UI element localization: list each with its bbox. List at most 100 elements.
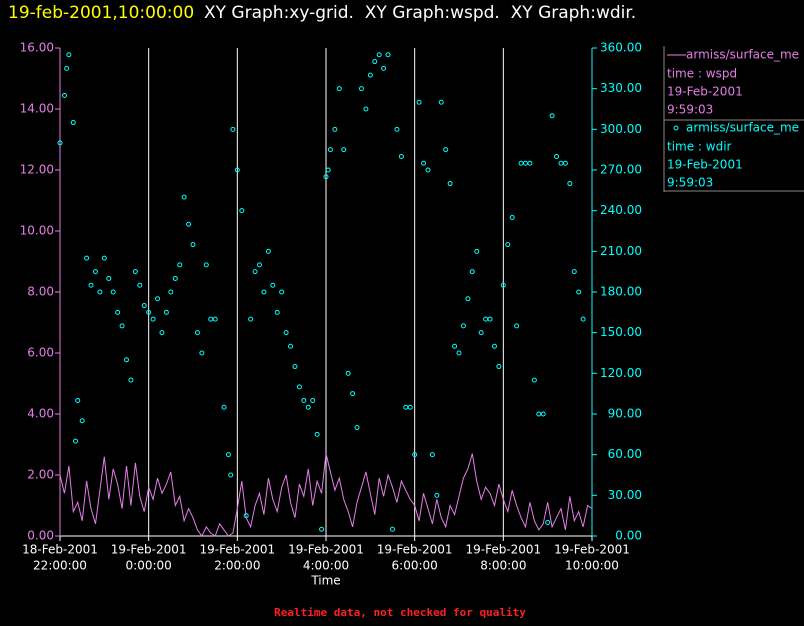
wdir-point — [478, 330, 484, 336]
wdir-point — [288, 343, 294, 349]
wdir-point — [84, 255, 90, 261]
wdir-point — [491, 343, 497, 349]
wdir-point — [549, 113, 555, 119]
legend-name: armiss/surface_me — [686, 121, 799, 135]
wdir-point — [345, 370, 351, 376]
wdir-point — [265, 248, 271, 254]
wdir-point — [132, 269, 138, 275]
wdir-point — [172, 275, 178, 281]
wdir-point — [363, 106, 369, 112]
wdir-point — [88, 282, 94, 288]
wdir-point — [567, 181, 573, 187]
wdir-point — [92, 269, 98, 275]
wdir-point — [159, 330, 165, 336]
wdir-point — [319, 526, 325, 532]
wdir-point — [177, 262, 183, 268]
wdir-point — [394, 126, 400, 132]
y-tick-label: 4.00 — [27, 407, 54, 421]
quality-note: Realtime data, not checked for quality — [274, 606, 526, 619]
wdir-point — [558, 160, 564, 166]
legend-info: time : wspd — [667, 67, 737, 81]
wdir-point — [336, 86, 342, 92]
wdir-point — [325, 167, 331, 173]
x-tick-label: 0:00:00 — [126, 559, 172, 573]
legend-info: time : wdir — [667, 140, 732, 154]
wdir-point — [487, 316, 493, 322]
y-tick-label: 8.00 — [27, 285, 54, 299]
wdir-point — [110, 289, 116, 295]
header-title: XY Graph:xy-grid. XY Graph:wspd. XY Grap… — [204, 3, 636, 23]
wdir-point — [190, 242, 196, 248]
wdir-point — [119, 323, 125, 329]
wdir-point — [301, 397, 307, 403]
wdir-point — [128, 377, 134, 383]
wdir-point — [460, 323, 466, 329]
wdir-point — [531, 377, 537, 383]
wspd-line — [59, 453, 593, 537]
wdir-point — [323, 174, 329, 180]
x-tick-label: 4:00:00 — [303, 559, 349, 573]
wdir-point — [341, 147, 347, 153]
y-tick-label: 16.00 — [20, 41, 54, 55]
wdir-point — [545, 519, 551, 525]
wdir-point — [199, 350, 205, 356]
wdir-point — [115, 309, 121, 315]
wdir-point — [536, 411, 542, 417]
wdir-point — [469, 269, 475, 275]
legend-name: armiss/surface_me — [686, 48, 799, 62]
wdir-point — [137, 282, 143, 288]
wdir-point — [257, 262, 262, 268]
wdir-point — [474, 248, 480, 254]
wdir-point — [425, 167, 431, 173]
y-tick-label: 2.00 — [27, 468, 54, 482]
y2-tick-label: 120.00 — [600, 366, 642, 380]
wdir-point — [79, 418, 85, 424]
wdir-point — [296, 384, 302, 390]
legend-info: 19-Feb-2001 — [667, 85, 743, 99]
x-tick-label: 19-Feb-2001 — [377, 543, 453, 557]
wdir-point — [354, 425, 360, 431]
x-tick-label: 18-Feb-2001 — [22, 543, 98, 557]
y-tick-label: 10.00 — [20, 224, 54, 238]
wdir-point — [580, 316, 586, 322]
wdir-point — [540, 411, 546, 417]
wdir-point — [186, 221, 192, 227]
wdir-point — [412, 452, 418, 458]
wdir-point — [252, 269, 258, 275]
wdir-point — [168, 289, 174, 295]
wdir-point — [376, 52, 382, 58]
wdir-point — [576, 289, 582, 295]
wdir-point — [146, 309, 152, 315]
x-tick-label: 19-Feb-2001 — [465, 543, 541, 557]
wdir-point — [274, 309, 280, 315]
wdir-point — [64, 65, 70, 71]
wdir-point — [124, 357, 129, 363]
y2-tick-label: 240.00 — [600, 203, 642, 217]
legend-info: 19-Feb-2001 — [667, 158, 743, 172]
x-tick-label: 2:00:00 — [214, 559, 260, 573]
wdir-point — [239, 208, 245, 214]
header-timestamp: 19-feb-2001,10:00:00 — [8, 3, 194, 23]
wdir-point — [416, 99, 422, 105]
y2-tick-label: 300.00 — [600, 122, 642, 136]
x-tick-label: 22:00:00 — [33, 559, 87, 573]
wdir-point — [429, 452, 435, 458]
x-tick-label: 10:00:00 — [565, 559, 619, 573]
y-tick-label: 6.00 — [27, 346, 54, 360]
wdir-point — [243, 513, 249, 519]
y2-tick-label: 30.00 — [608, 488, 642, 502]
wdir-point — [225, 452, 231, 458]
wdir-point — [523, 160, 528, 166]
wdir-point — [514, 323, 520, 329]
wdir-point — [438, 99, 444, 105]
y-tick-label: 0.00 — [27, 529, 54, 543]
wdir-point — [447, 181, 453, 187]
wdir-point — [562, 160, 568, 166]
wdir-point — [194, 330, 200, 336]
wdir-point — [221, 404, 227, 410]
wdir-point — [230, 126, 236, 132]
wdir-point — [372, 59, 378, 65]
x-tick-label: 6:00:00 — [392, 559, 438, 573]
y2-tick-label: 150.00 — [600, 325, 642, 339]
